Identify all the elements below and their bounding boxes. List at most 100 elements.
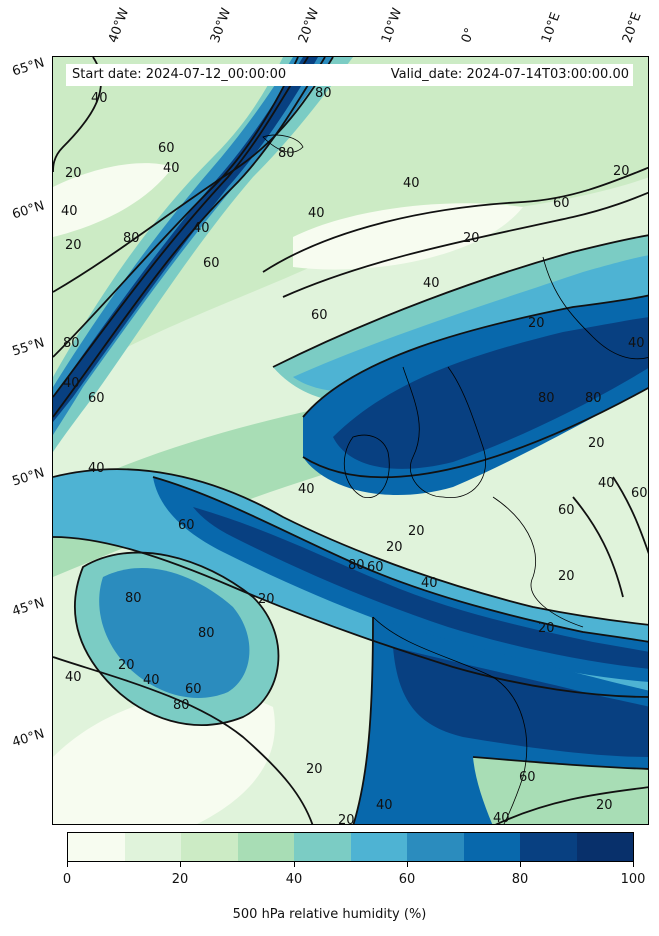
contour-label: 40 <box>423 276 440 291</box>
lon-label-30w: 30°W <box>207 6 235 45</box>
lon-label-40w: 40°W <box>105 6 133 45</box>
contour-line <box>282 191 648 298</box>
colorbar-tick-80: 80 <box>511 872 529 887</box>
humidity-map-svg: 40 20 40 20 60 40 80 40 60 80 80 40 40 2… <box>53 57 648 825</box>
contour-line <box>262 166 648 273</box>
rh-blob-90-british-isles <box>333 317 648 469</box>
colorbar-tickmark <box>67 862 68 867</box>
colorbar-tick-20: 20 <box>171 872 189 887</box>
contour-label: 40 <box>193 221 210 236</box>
contour-label: 40 <box>628 336 645 351</box>
contour-label: 80 <box>173 698 190 713</box>
contour-label: 60 <box>631 486 648 501</box>
contour-label: 20 <box>408 524 425 539</box>
contour-line <box>302 387 648 479</box>
contour-label: 20 <box>528 316 545 331</box>
lon-label-10e: 10°E <box>538 10 564 46</box>
colorbar-segment-3 <box>237 833 294 861</box>
contour-line <box>152 476 648 643</box>
contour-line <box>572 496 624 598</box>
contour-label: 80 <box>63 336 80 351</box>
coastline-great-britain <box>402 366 486 499</box>
lon-label-20w: 20°W <box>295 6 323 45</box>
rh-region-90-south-europe <box>393 647 648 757</box>
rh-band-90-central <box>193 507 648 669</box>
start-date-label: Start date: 2024-07-12_00:00:00 <box>72 67 287 82</box>
contour-label: 20 <box>613 164 630 179</box>
contour-label: 80 <box>538 391 555 406</box>
lat-label-50n: 50°N <box>10 465 47 490</box>
coastline-ireland <box>344 434 390 498</box>
contour-label: 20 <box>538 621 555 636</box>
colorbar-segment-1 <box>124 833 181 861</box>
contour-label: 40 <box>308 206 325 221</box>
colorbar-tick-100: 100 <box>620 872 646 887</box>
contour-label: 20 <box>463 231 480 246</box>
colorbar-segment-8 <box>520 833 577 861</box>
contour-label: 20 <box>588 436 605 451</box>
colorbar-segment-0 <box>68 833 125 861</box>
contour-labels: 40 20 40 20 60 40 80 40 60 80 80 40 40 2… <box>61 86 648 825</box>
coastline-iberia <box>372 616 528 824</box>
contour-label: 80 <box>315 86 332 101</box>
contour-label: 80 <box>123 231 140 246</box>
contour-line <box>53 57 299 358</box>
contour-label: 60 <box>88 391 105 406</box>
lat-label-65n: 65°N <box>10 55 47 80</box>
contour-label: 40 <box>376 798 393 813</box>
colorbar-tickmark <box>180 862 181 867</box>
humidity-contours <box>53 57 648 824</box>
contour-label: 20 <box>596 798 613 813</box>
contour-label: 40 <box>493 811 510 825</box>
contour-label: 80 <box>125 591 142 606</box>
contour-label: 80 <box>198 626 215 641</box>
contour-label: 60 <box>367 560 384 575</box>
contour-label: 20 <box>386 540 403 555</box>
contour-line <box>53 57 326 418</box>
contour-label: 40 <box>91 91 108 106</box>
colorbar-segment-5 <box>350 833 407 861</box>
contour-label: 60 <box>178 518 195 533</box>
contour-label: 60 <box>158 141 175 156</box>
contour-line <box>272 234 648 368</box>
contour-line <box>612 476 648 555</box>
colorbar-segment-7 <box>463 833 520 861</box>
contour-label: 20 <box>338 813 355 825</box>
contour-label: 40 <box>61 204 78 219</box>
contour-label: 40 <box>298 482 315 497</box>
coastline-france <box>492 496 584 628</box>
colorbar-tickmark <box>294 862 295 867</box>
lat-label-45n: 45°N <box>10 595 47 620</box>
contour-label: 80 <box>585 391 602 406</box>
lat-label-55n: 55°N <box>10 335 47 360</box>
contour-label: 40 <box>63 376 80 391</box>
contour-label: 20 <box>118 658 135 673</box>
rh-dry-pocket-northwest <box>53 163 173 237</box>
humidity-map: 40 20 40 20 60 40 80 40 60 80 80 40 40 2… <box>52 56 649 825</box>
contour-line <box>53 468 648 626</box>
coastlines <box>262 134 648 824</box>
rh-band-60-northeast <box>293 255 648 392</box>
contour-label: 80 <box>348 558 365 573</box>
date-header: Start date: 2024-07-12_00:00:00 Valid_da… <box>66 64 633 86</box>
colorbar-tick-40: 40 <box>285 872 303 887</box>
rh-band-50-northwest <box>53 57 353 452</box>
colorbar-segment-2 <box>181 833 238 861</box>
coastline-scandinavia <box>542 256 648 360</box>
contour-label: 20 <box>306 762 323 777</box>
lon-label-20e: 20°E <box>619 10 645 46</box>
contour-label: 80 <box>278 146 295 161</box>
rh-dry-pocket-north <box>293 203 523 270</box>
contour-line <box>53 656 314 824</box>
contour-label: 40 <box>163 161 180 176</box>
colorbar-tickmark <box>407 862 408 867</box>
contour-label: 40 <box>143 673 160 688</box>
contour-label: 40 <box>598 476 615 491</box>
colorbar-tickmark <box>520 862 521 867</box>
colorbar-tick-60: 60 <box>398 872 416 887</box>
colorbar <box>67 832 634 862</box>
colorbar-tick-0: 0 <box>62 872 72 887</box>
contour-label: 60 <box>311 308 328 323</box>
coastline-iceland <box>262 134 304 153</box>
contour-label: 60 <box>519 770 536 785</box>
